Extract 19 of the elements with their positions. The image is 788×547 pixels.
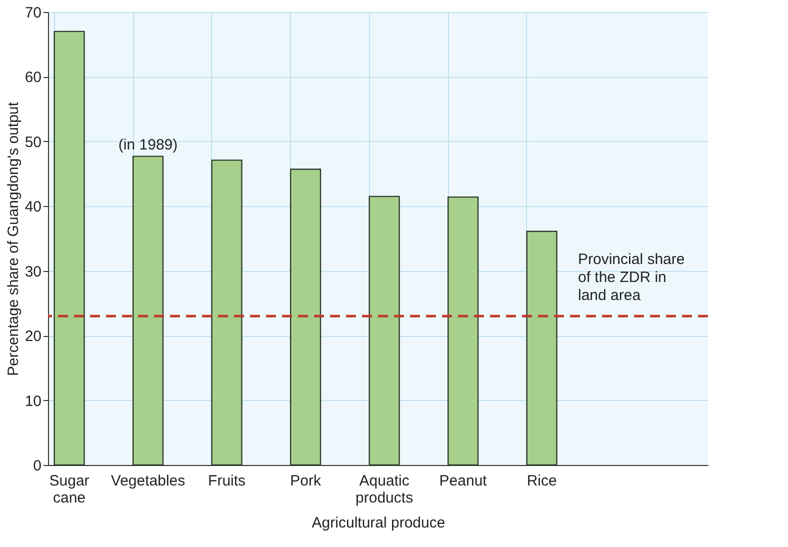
x-tick-label: Pork [290,472,322,490]
y-tick-label: 50 [24,134,42,151]
y-tick-label: 30 [24,263,42,280]
x-axis-title: Agricultural produce [312,514,446,532]
ref-line-label: Provincial share of the ZDR in land area [578,251,685,304]
x-tick-label: Fruits [208,472,246,490]
annotation: (in 1989) [118,136,178,154]
y-tick-label: 70 [24,4,42,22]
y-tick-label: 60 [24,69,42,86]
x-tick-label: Sugar cane [49,472,90,506]
y-tick-label: 20 [24,328,42,346]
x-tick-label: Rice [526,472,557,490]
x-tick-label: Vegetables [110,472,186,490]
y-tick-label: 40 [24,198,42,216]
y-tick-label: 10 [24,392,42,410]
x-tick-label: Peanut [439,472,488,490]
y-tick-label: 0 [33,458,42,474]
y-axis-title: Percentage share of Guangdong's output [4,101,22,376]
x-tick-label: Aquatic products [356,472,414,506]
